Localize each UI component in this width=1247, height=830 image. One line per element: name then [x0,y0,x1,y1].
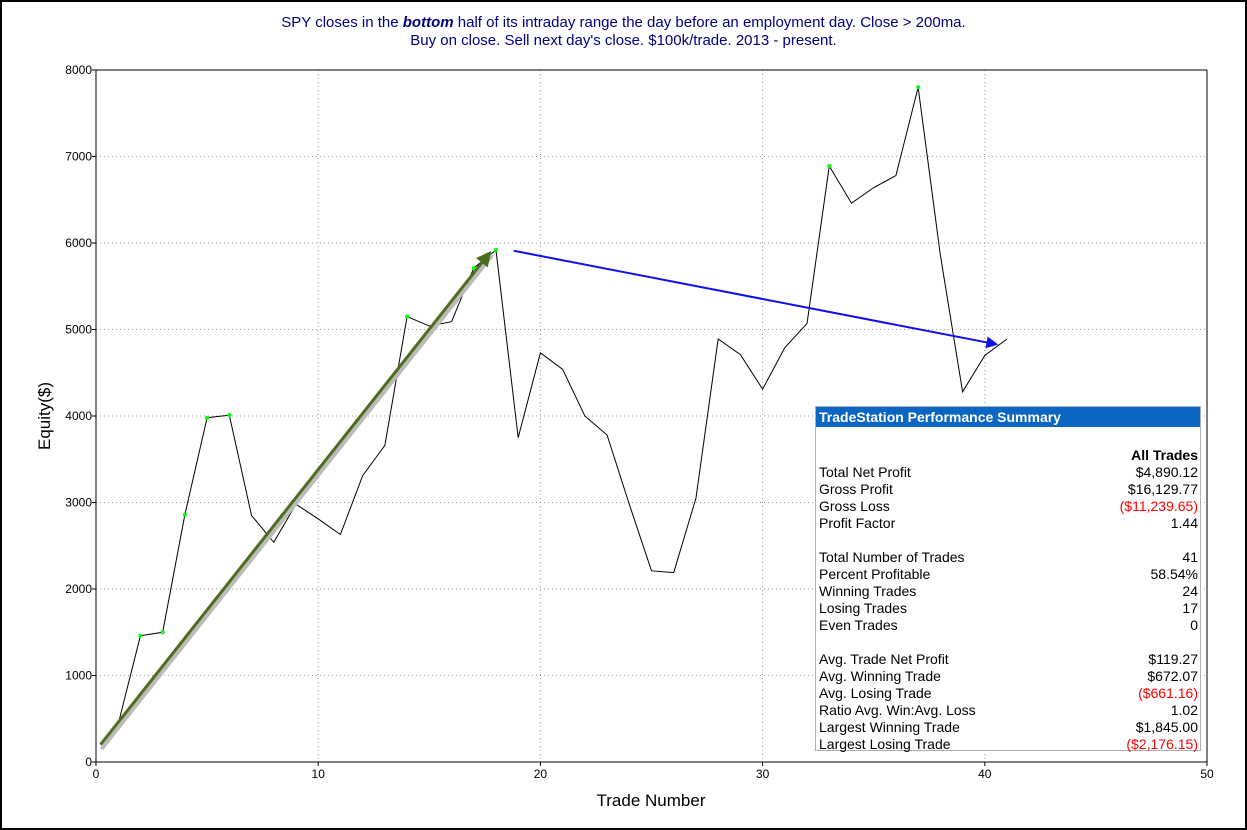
x-tick-label: 10 [312,767,326,781]
summary-value: 17 [1182,600,1198,616]
summary-label: Even Trades [819,617,898,633]
summary-row: Avg. Winning Trade $672.07 [816,668,1200,685]
summary-value: 1.02 [1170,702,1198,718]
new-high-point [916,85,921,90]
title-pre: SPY closes in the [281,14,403,31]
x-tick-label: 50 [1200,767,1214,781]
summary-row: Profit Factor 1.44 [816,515,1200,532]
summary-row: Percent Profitable 58.54% [816,566,1200,583]
summary-value: $4,890.12 [1135,464,1198,480]
arrow-shadow [100,254,494,750]
summary-column-header: All Trades [1131,447,1198,463]
summary-row: Total Net Profit $4,890.12 [816,464,1200,481]
summary-value: ($661.16) [1138,685,1198,701]
summary-value: 58.54% [1150,566,1198,582]
summary-row: Gross Loss ($11,239.65) [816,498,1200,515]
summary-row: Largest Winning Trade $1,845.00 [816,719,1200,736]
summary-row: Gross Profit $16,129.77 [816,481,1200,498]
summary-row: Losing Trades 17 [816,600,1200,617]
summary-row: Avg. Losing Trade ($661.16) [816,685,1200,702]
down-trend-arrow [513,249,999,349]
summary-value: 1.44 [1170,515,1198,531]
y-tick-label: 4000 [65,409,92,423]
summary-value: $16,129.77 [1127,481,1198,497]
new-high-point [160,630,165,635]
new-high-point [405,314,410,319]
summary-label: Percent Profitable [819,566,931,582]
summary-label: Total Net Profit [819,464,911,480]
new-high-point [205,415,210,420]
summary-spacer [816,532,1200,549]
new-high-point [471,266,476,271]
x-tick-label: 0 [93,767,100,781]
x-axis-label: Trade Number [597,791,706,810]
chart-title-line-2: Buy on close. Sell next day's close. $10… [410,32,837,49]
y-tick-label: 7000 [65,150,92,164]
y-tick-label: 3000 [65,496,92,510]
summary-row: Largest Losing Trade ($2,176.15) [816,736,1200,753]
summary-label: Avg. Trade Net Profit [819,651,949,667]
new-high-point [138,633,143,638]
summary-value: $119.27 [1148,651,1198,667]
summary-header: TradeStation Performance Summary [816,407,1200,427]
summary-row: Ratio Avg. Win:Avg. Loss 1.02 [816,702,1200,719]
summary-value: ($2,176.15) [1126,736,1198,752]
new-high-markers [116,85,921,726]
summary-label: Avg. Losing Trade [819,685,932,701]
new-high-point [493,247,498,252]
chart-title-line-1: SPY closes in the bottom half of its int… [0,14,1247,32]
summary-label: Largest Winning Trade [819,719,960,735]
y-tick-label: 6000 [65,236,92,250]
summary-label: Losing Trades [819,600,907,616]
summary-label: Ratio Avg. Win:Avg. Loss [819,702,976,718]
up-trend-arrow [99,251,492,746]
summary-value: 41 [1182,549,1198,565]
summary-rows: Total Net Profit $4,890.12 Gross Profit $16… [816,464,1200,753]
summary-row: Even Trades 0 [816,617,1200,634]
summary-label: Total Number of Trades [819,549,965,565]
summary-label: Gross Loss [819,498,890,514]
new-high-point [227,413,232,418]
new-high-point [827,164,832,169]
y-tick-label: 5000 [65,323,92,337]
summary-value: 24 [1182,583,1198,599]
trend-arrows [99,249,999,750]
title-post: half of its intraday range the day befor… [453,14,966,31]
summary-spacer [816,634,1200,651]
x-tick-label: 30 [756,767,770,781]
summary-value: $672.07 [1147,668,1198,684]
summary-row: Total Number of Trades 41 [816,549,1200,566]
title-emphasis: bottom [402,14,454,31]
new-high-point [182,512,187,517]
summary-label: Gross Profit [819,481,893,497]
tick-labels: 0 1000 2000 3000 4000 5000 6000 7000 8000 0 10 20 30… [65,63,1214,781]
x-tick-label: 20 [534,767,548,781]
summary-row: Winning Trades 24 [816,583,1200,600]
summary-value: $1,845.00 [1135,719,1198,735]
summary-label: Profit Factor [819,515,896,531]
summary-value: 0 [1190,617,1198,633]
y-tick-label: 0 [85,755,92,769]
summary-row: Avg. Trade Net Profit $119.27 [816,651,1200,668]
performance-summary-panel: TradeStation Performance Summary All Tra… [815,406,1201,753]
summary-value: ($11,239.65) [1119,498,1198,514]
y-axis-label: Equity($) [35,382,54,450]
y-tick-label: 8000 [65,63,92,77]
summary-label: Avg. Winning Trade [819,668,941,684]
summary-label: Winning Trades [819,583,917,599]
y-tick-label: 1000 [65,669,92,683]
y-tick-label: 2000 [65,582,92,596]
x-tick-label: 40 [978,767,992,781]
summary-label: Largest Losing Trade [819,736,951,752]
